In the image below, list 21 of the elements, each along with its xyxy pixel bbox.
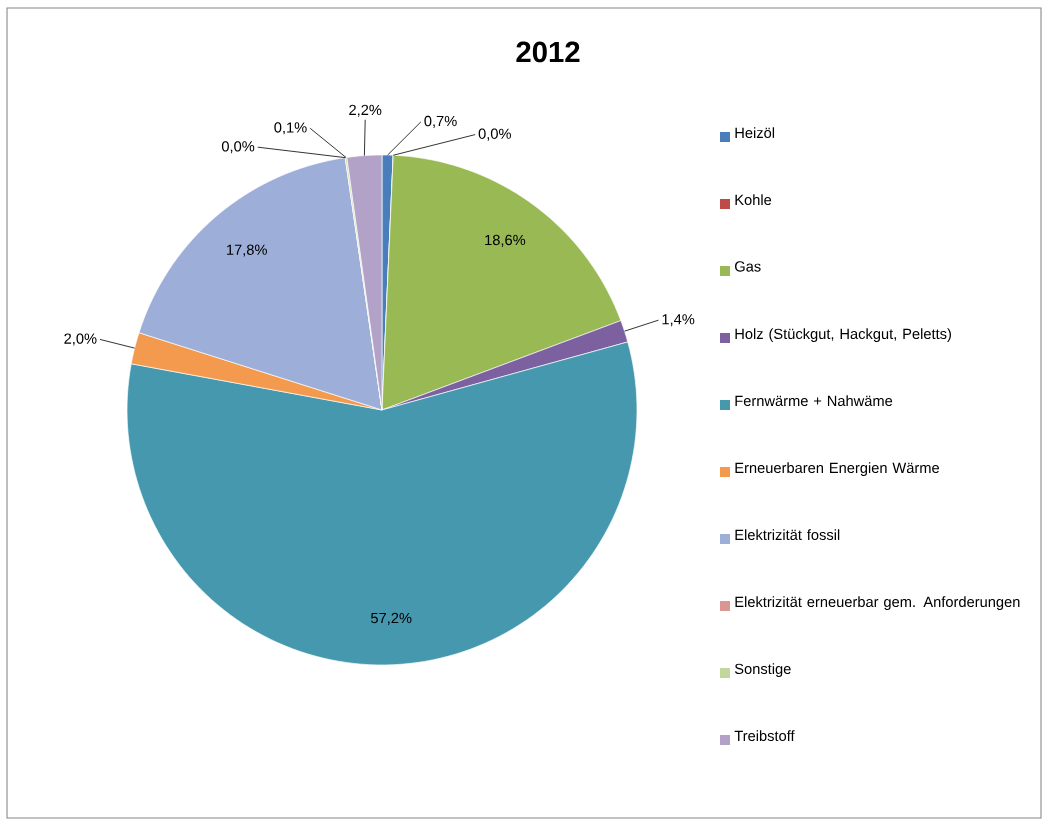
data-label: 18,6%: [485, 234, 526, 247]
legend-label: Treibstoff: [734, 730, 795, 742]
legend-label: Elektrizität erneuerbar gem. Anforderungen: [735, 596, 1020, 610]
text: 0,0%: [221, 141, 255, 154]
data-label: 2,2%: [349, 104, 382, 117]
legend-label: Heizöl: [735, 127, 775, 139]
legend-label: Erneuerbaren Energien Wärme: [735, 462, 940, 476]
chart-title: 2012: [516, 41, 580, 63]
data-label: 0,1%: [274, 122, 307, 135]
legend-label: Gas: [735, 261, 761, 272]
legend-label: Elektrizität fossil: [735, 529, 840, 541]
data-label: 17,8%: [227, 244, 267, 257]
data-label: 1,4%: [662, 314, 695, 327]
legend-label: Sonstige: [734, 663, 791, 677]
legend-label: Fernwärme + Nahwäme: [735, 395, 893, 407]
legend-label: Holz (Stückgut, Hackgut, Peletts): [735, 328, 951, 342]
data-label: 57,2%: [371, 612, 412, 625]
data-label: 2,0%: [64, 333, 97, 346]
text: 0,0%: [478, 128, 511, 141]
data-label: 0,7%: [424, 115, 457, 128]
legend-label: Kohle: [735, 194, 772, 206]
